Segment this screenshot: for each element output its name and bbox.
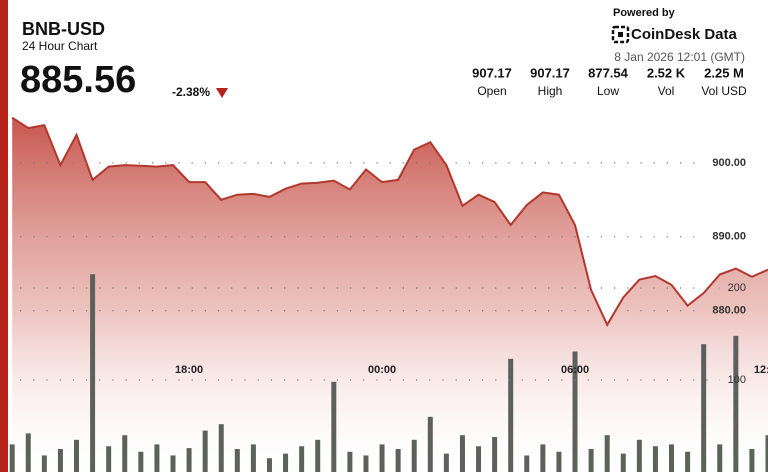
volume-bar (588, 449, 594, 472)
volume-bar (620, 453, 626, 472)
volume-bar (74, 439, 80, 472)
volume-bar (347, 451, 353, 472)
price-area (12, 117, 768, 472)
stat-label: Vol USD (701, 84, 747, 98)
stat-value: 877.54 (588, 65, 629, 80)
volume-bar (41, 455, 47, 472)
volume-bar (25, 433, 31, 472)
volume-bar (427, 416, 433, 472)
stat-label: Low (597, 84, 619, 98)
x-tick-label: 06:00 (561, 364, 589, 376)
volume-bar (186, 448, 192, 472)
volume-bar (652, 446, 658, 472)
volume-bar (122, 435, 128, 472)
volume-bar (363, 455, 369, 472)
stat-value: 2.25 M (704, 65, 744, 80)
volume-bar (250, 444, 256, 472)
volume-bar (57, 449, 63, 472)
volume-bar (379, 444, 385, 472)
stat-value: 907.17 (530, 65, 570, 80)
stats: 907.17 Open 907.17 High 877.54 Low 2.52 K Vol 2.… (472, 65, 747, 98)
stat-value: 2.52 K (647, 65, 686, 80)
y-tick-label: 900.00 (712, 157, 746, 169)
stat-label: Vol (658, 84, 675, 98)
volume-bar (508, 358, 514, 472)
x-tick-label: 18:00 (175, 364, 203, 376)
y2-tick-label: 200 (728, 282, 746, 294)
timestamp: 8 Jan 2026 12:01 (GMT) (614, 50, 745, 64)
y-tick-label: 890.00 (712, 231, 746, 243)
volume-bar (154, 444, 160, 472)
stat-label: Open (477, 84, 506, 98)
accent-bar (0, 0, 8, 472)
volume-bar (556, 451, 562, 472)
volume-bar (331, 381, 337, 472)
volume-bar (395, 449, 401, 472)
volume-bar (299, 446, 305, 472)
volume-bar (524, 455, 530, 472)
volume-bar (443, 453, 449, 472)
volume-bar (572, 351, 578, 472)
volume-bar (411, 439, 417, 472)
volume-bar (218, 424, 224, 472)
volume-bar (138, 451, 144, 472)
plot: 880.00 890.00 900.00 100 200 18:00 00:00 06:00 1… (9, 116, 768, 472)
volume-bar (266, 458, 272, 472)
volume-bar (717, 444, 723, 472)
y-tick-label: 880.00 (712, 305, 746, 317)
volume-bar (604, 435, 610, 472)
x-tick-label: 12:00 (754, 364, 768, 376)
stat-value: 907.17 (472, 65, 512, 80)
volume-bar (234, 449, 240, 472)
volume-bar (9, 444, 15, 472)
volume-bar (685, 451, 691, 472)
brand-logo (611, 25, 630, 44)
powered-by: Powered by (613, 7, 676, 19)
volume-bar (90, 274, 96, 472)
change: -2.38% (172, 85, 210, 99)
volume-bar (283, 453, 289, 472)
volume-bar (749, 449, 755, 472)
brand: CoinDesk Data (631, 26, 738, 43)
volume-bar (492, 437, 498, 472)
volume-bar (315, 439, 321, 472)
volume-bar (106, 446, 112, 472)
volume-bar (476, 446, 482, 472)
volume-bar (733, 335, 739, 472)
down-arrow (216, 88, 228, 98)
subtitle: 24 Hour Chart (22, 39, 98, 53)
volume-bar (459, 435, 465, 472)
volume-bar (636, 439, 642, 472)
y2-tick-label: 100 (728, 374, 746, 386)
volume-bar (765, 435, 768, 472)
x-tick-label: 00:00 (368, 364, 396, 376)
volume-bar (202, 430, 208, 472)
stat-label: High (538, 84, 563, 98)
price-line (11, 116, 768, 327)
volume-bar (701, 344, 707, 472)
volume-bar (669, 444, 675, 472)
volume-bar (540, 444, 546, 472)
symbol: BNB-USD (22, 19, 105, 39)
price: 885.56 (20, 59, 136, 101)
volume-bar (170, 455, 176, 472)
